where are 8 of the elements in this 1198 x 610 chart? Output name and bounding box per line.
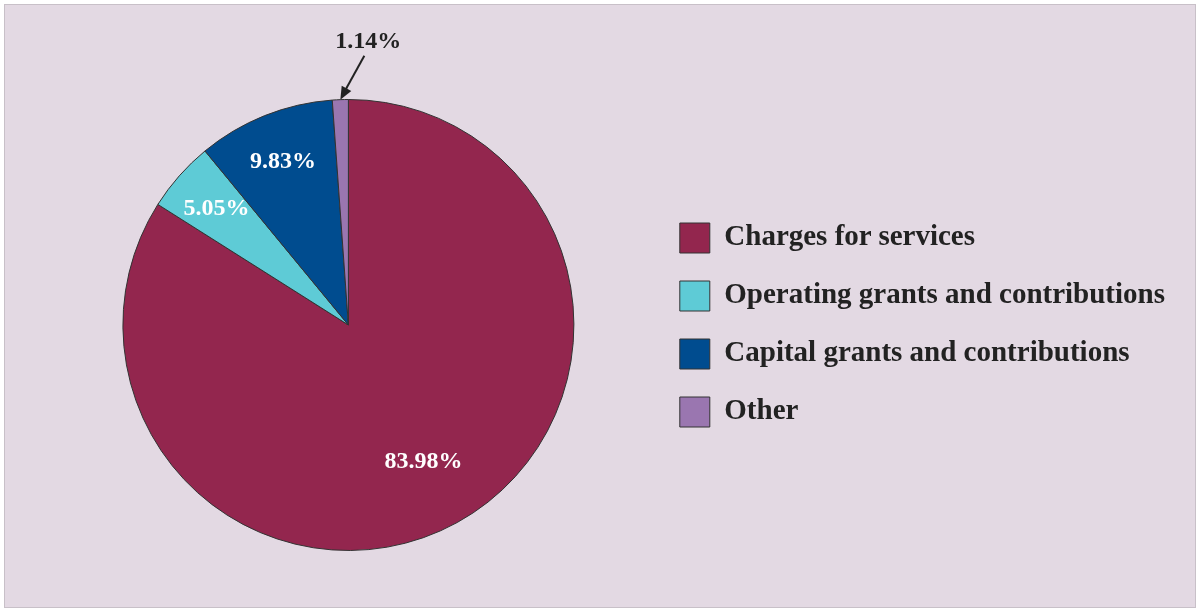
data-label: 83.98% <box>384 446 463 473</box>
legend-label: Other <box>724 393 799 426</box>
data-label: 1.14% <box>335 26 402 53</box>
data-label: 5.05% <box>183 193 250 220</box>
legend-label: Charges for services <box>724 219 976 252</box>
legend-label: Capital grants and contributions <box>724 335 1130 368</box>
data-label: 9.83% <box>250 146 317 173</box>
legend-label: Operating grants and contributions <box>724 277 1166 310</box>
